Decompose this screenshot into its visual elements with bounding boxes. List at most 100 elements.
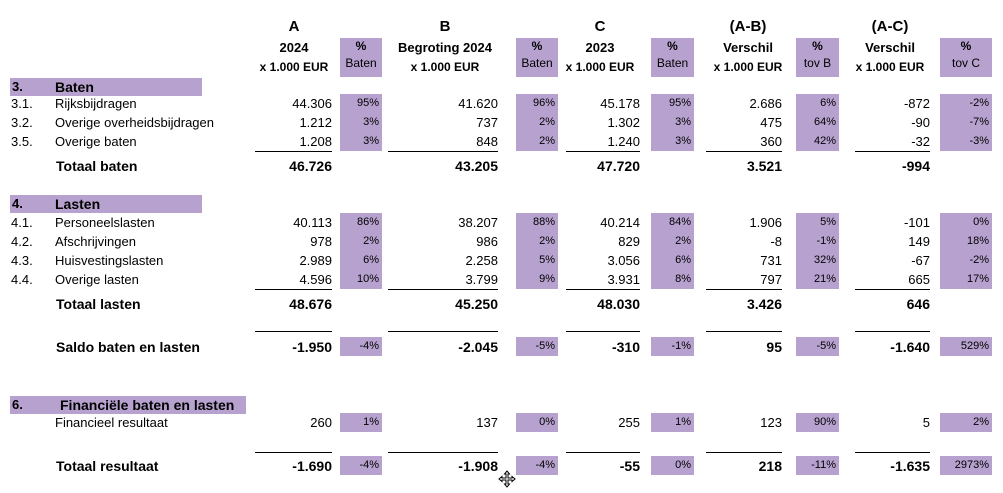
value-cell: 1.208	[299, 134, 332, 149]
value-cell: -1.690	[292, 458, 332, 474]
value-cell: 2.258	[465, 253, 498, 268]
value-cell: 3.799	[465, 272, 498, 287]
percentage-cell: 3%	[340, 132, 382, 151]
percentage-cell: -2%	[940, 94, 992, 113]
column-title-AB: Verschil	[723, 40, 773, 55]
row-code: 4.2.	[11, 234, 33, 249]
column-pct-header-AB: % tov B	[796, 38, 839, 77]
percentage-cell: 2%	[340, 232, 382, 251]
pct-header-basis: Baten	[521, 56, 553, 70]
subtotal-rule	[855, 151, 930, 152]
value-cell: 4.596	[299, 272, 332, 287]
value-cell: 1.302	[607, 115, 640, 130]
percentage-cell: 0%	[940, 213, 992, 232]
subtotal-rule	[388, 151, 498, 152]
percentage-cell: 96%	[516, 94, 558, 113]
row-code: 4.4.	[11, 272, 33, 287]
value-cell: 5	[922, 415, 930, 430]
section-header-lasten: 4. Lasten	[10, 195, 202, 213]
value-cell: 3.521	[746, 158, 782, 174]
value-cell: 646	[906, 296, 930, 312]
percentage-cell: 5%	[796, 213, 839, 232]
column-unit-C: x 1.000 EUR	[565, 60, 635, 74]
column-title-B: Begroting 2024	[398, 40, 492, 55]
column-unit-A: x 1.000 EUR	[259, 60, 329, 74]
total-rule	[855, 331, 930, 332]
percentage-cell: -7%	[940, 113, 992, 132]
percentage-cell: 95%	[340, 94, 382, 113]
pct-header-basis: tov B	[803, 56, 832, 70]
percentage-cell: 84%	[651, 213, 694, 232]
row-code: 4.3.	[11, 253, 33, 268]
row-label: Overige lasten	[55, 272, 139, 287]
pct-header-basis: Baten	[345, 56, 377, 70]
pct-header-basis: tov C	[951, 56, 980, 70]
value-cell: 45.178	[600, 96, 640, 111]
section-header-baten: 3. Baten	[10, 78, 202, 96]
percentage-cell: -4%	[340, 337, 382, 356]
value-cell: 123	[760, 415, 782, 430]
row-label: Afschrijvingen	[55, 234, 136, 249]
value-cell: 2.686	[749, 96, 782, 111]
percentage-cell: 3%	[651, 113, 694, 132]
value-cell: 38.207	[458, 215, 498, 230]
percentage-cell: 95%	[651, 94, 694, 113]
row-label: Huisvestingslasten	[55, 253, 164, 268]
total-rule	[255, 452, 332, 453]
value-cell: 2.989	[299, 253, 332, 268]
value-cell: -994	[901, 158, 930, 174]
percentage-cell: 8%	[651, 270, 694, 289]
value-cell: -90	[911, 115, 930, 130]
percentage-cell: 1%	[340, 413, 382, 432]
value-cell: -310	[611, 339, 640, 355]
column-unit-AC: x 1.000 EUR	[855, 60, 925, 74]
pct-header-symbol: %	[531, 39, 543, 53]
row-label: Rijksbijdragen	[55, 96, 137, 111]
subtotal-rule	[706, 289, 782, 290]
percentage-cell: -5%	[516, 337, 558, 356]
value-cell: 986	[476, 234, 498, 249]
total-rule	[388, 331, 498, 332]
total-rule	[855, 452, 930, 453]
pct-header-symbol: %	[812, 39, 823, 53]
column-title-AC: Verschil	[865, 40, 915, 55]
total-rule	[566, 452, 640, 453]
value-cell: 731	[760, 253, 782, 268]
total-rule	[566, 331, 640, 332]
percentage-cell: 88%	[516, 213, 558, 232]
subtotal-rule	[566, 151, 640, 152]
percentage-cell: 5%	[516, 251, 558, 270]
value-cell: 48.030	[597, 296, 640, 312]
value-cell: 360	[760, 134, 782, 149]
value-cell: 43.205	[455, 158, 498, 174]
value-cell: 41.620	[458, 96, 498, 111]
value-cell: 475	[760, 115, 782, 130]
section-title: Lasten	[55, 196, 101, 212]
total-rule	[706, 452, 782, 453]
value-cell: -1.950	[292, 339, 332, 355]
percentage-cell: -11%	[796, 456, 839, 475]
value-cell: 797	[760, 272, 782, 287]
row-label: Financieel resultaat	[55, 415, 168, 430]
percentage-cell: 529%	[940, 337, 992, 356]
percentage-cell: 17%	[940, 270, 992, 289]
column-title-C: 2023	[585, 40, 615, 55]
value-cell: -1.635	[890, 458, 930, 474]
percentage-cell: 3%	[340, 113, 382, 132]
move-cursor-icon	[498, 470, 516, 488]
value-cell: 848	[476, 134, 498, 149]
value-cell: 978	[310, 234, 332, 249]
value-cell: -1.640	[890, 339, 930, 355]
percentage-cell: -4%	[340, 456, 382, 475]
value-cell: 255	[618, 415, 640, 430]
value-cell: 46.726	[289, 158, 332, 174]
percentage-cell: 6%	[651, 251, 694, 270]
value-cell: 829	[618, 234, 640, 249]
row-label: Saldo baten en lasten	[56, 339, 200, 355]
percentage-cell: 2%	[516, 113, 558, 132]
column-pct-header-B: % Baten	[516, 38, 558, 77]
row-label: Totaal resultaat	[56, 458, 159, 474]
value-cell: 95	[766, 339, 782, 355]
percentage-cell: 2%	[651, 232, 694, 251]
percentage-cell: 21%	[796, 270, 839, 289]
